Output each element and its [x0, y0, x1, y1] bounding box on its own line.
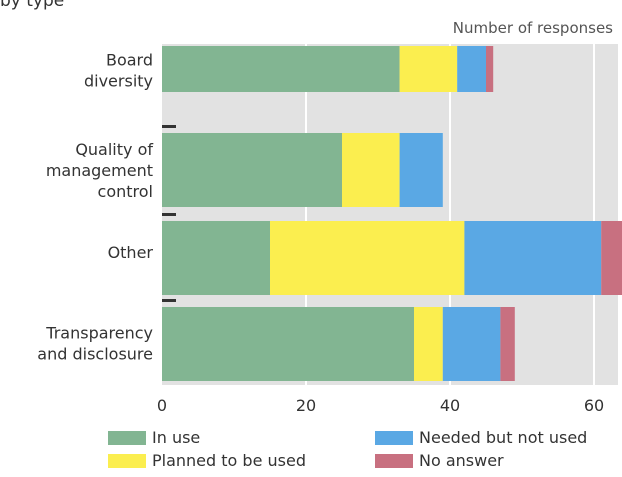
bar-segment [500, 307, 515, 381]
legend-item: No answer [375, 451, 504, 470]
legend-label: Needed but not used [419, 428, 588, 447]
x-axis-ticks: 0 20 40 60 [157, 396, 604, 415]
x-axis-label: Number of responses [453, 19, 613, 37]
caption-fragment: by type [0, 0, 65, 11]
category-tick [162, 213, 176, 216]
bar-segment [414, 307, 443, 381]
legend: In use Needed but not used Planned to be u… [0, 428, 622, 477]
legend-item: Planned to be used [108, 451, 306, 470]
bar-segment [457, 46, 486, 92]
bar-segment [399, 133, 443, 207]
legend-item: Needed but not used [375, 428, 587, 447]
legend-label: Planned to be used [152, 451, 306, 470]
bars [162, 46, 622, 381]
legend-swatch [375, 430, 413, 445]
category-label-line: control [98, 182, 153, 201]
bar-segment [442, 307, 501, 381]
bar-segment [399, 46, 458, 92]
legend-item: In use [108, 428, 200, 447]
legend-label: In use [152, 428, 201, 447]
bar-segment [162, 307, 414, 381]
category-labels: Board diversity Quality of management contro… [37, 51, 176, 364]
category-label-line: Other [108, 243, 154, 262]
bar-segment [464, 221, 602, 295]
x-tick-label: 60 [584, 396, 604, 415]
category-label: Transparency and disclosure [37, 324, 153, 364]
x-tick-label: 0 [157, 396, 167, 415]
category-label-line: and disclosure [37, 345, 153, 364]
bar-segment [162, 46, 400, 92]
category-tick [162, 299, 176, 302]
category-label: Other [108, 243, 154, 262]
bar-segment [162, 133, 342, 207]
category-label-line: Transparency [45, 324, 153, 343]
bar-segment [342, 133, 400, 207]
x-tick-label: 20 [296, 396, 316, 415]
legend-label: No answer [419, 451, 504, 470]
category-tick [162, 125, 176, 128]
bar-segment [162, 221, 270, 295]
category-label-line: management [46, 161, 153, 180]
bar-segment [486, 46, 494, 92]
category-label-line: diversity [84, 72, 153, 91]
bar-segment [601, 221, 622, 295]
category-label-line: Quality of [75, 140, 153, 159]
legend-swatch [375, 453, 413, 468]
x-tick-label: 40 [440, 396, 460, 415]
category-label-line: Board [106, 51, 153, 70]
bar-segment [270, 221, 465, 295]
legend-swatch [108, 430, 146, 445]
category-label: Board diversity [84, 51, 153, 91]
category-label: Quality of management control [46, 140, 154, 201]
legend-swatch [108, 453, 146, 468]
